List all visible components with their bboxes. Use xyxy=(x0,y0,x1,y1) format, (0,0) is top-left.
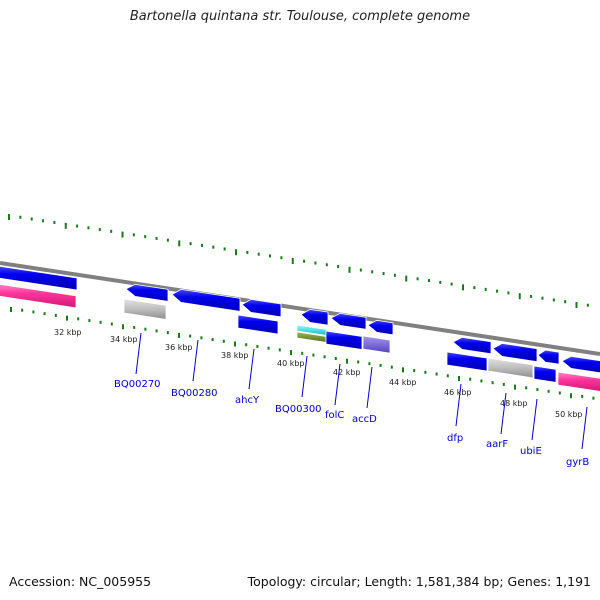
misc-feature xyxy=(362,335,391,354)
gene-arrow xyxy=(0,265,78,291)
genome-summary: Topology: circular; Length: 1,581,384 bp… xyxy=(247,574,591,589)
pseudogene-block xyxy=(123,298,167,320)
outer-tick-ring xyxy=(8,214,589,308)
genome-backbone xyxy=(0,261,600,356)
kbp-label: 46 kbp xyxy=(444,388,472,397)
gene-label-bq00300: BQ00300 xyxy=(275,404,322,415)
gene-arrow xyxy=(241,298,282,318)
gene-arrow xyxy=(537,349,560,365)
kbp-label: 44 kbp xyxy=(389,378,417,387)
kbp-scale: 32 kbp 34 kbp 36 kbp 38 kbp 40 kbp 42 kbp 44 k… xyxy=(54,328,583,419)
gene-label-accd: accD xyxy=(352,414,377,425)
gene-arrow xyxy=(125,283,169,302)
gene-leader-line xyxy=(366,366,373,409)
gene-leader-line xyxy=(455,383,462,427)
gene-arrow xyxy=(330,312,367,330)
gene-arrow xyxy=(325,330,363,350)
map-title: Bartonella quintana str. Toulouse, compl… xyxy=(129,9,471,24)
gene-leader-line xyxy=(192,339,199,382)
kbp-label: 38 kbp xyxy=(221,351,249,360)
gene-leader-line xyxy=(581,406,588,450)
kbp-label: 48 kbp xyxy=(500,399,528,408)
gene-arrow xyxy=(237,314,279,335)
inner-tick-ring xyxy=(10,307,595,400)
gene-arrow xyxy=(446,351,488,372)
gene-label-dfp: dfp xyxy=(447,433,463,444)
gene-label-gyrb: gyrB xyxy=(566,457,589,468)
gene-arrow xyxy=(492,342,538,363)
gene-leader-line xyxy=(334,363,341,406)
gene-label-folc: folC xyxy=(325,410,344,421)
gene-arrow xyxy=(561,355,600,374)
gene-arrow xyxy=(367,319,394,336)
gene-leader-line xyxy=(248,348,255,390)
gene-label-bq00280: BQ00280 xyxy=(171,388,218,399)
kbp-label: 36 kbp xyxy=(165,343,193,352)
gene-arrow xyxy=(533,365,557,383)
kbp-label: 50 kbp xyxy=(555,410,583,419)
gene-leader-line xyxy=(500,392,507,435)
gene-arrow xyxy=(452,336,492,355)
kbp-label: 42 kbp xyxy=(333,368,361,377)
rrna-block xyxy=(0,283,77,309)
gene-label-ahcy: ahcY xyxy=(235,395,260,406)
gene-label-ubie: ubiE xyxy=(520,446,542,457)
gene-label-bq00270: BQ00270 xyxy=(114,379,161,390)
gene-leader-line xyxy=(135,332,142,375)
accession-text: Accession: NC_005955 xyxy=(9,574,152,589)
gene-leader-line xyxy=(301,355,308,398)
kbp-label: 32 kbp xyxy=(54,328,82,337)
gene-arrow xyxy=(300,308,329,326)
pseudogene-block xyxy=(487,357,534,379)
rrna-block xyxy=(557,371,600,392)
feature-tracks xyxy=(0,265,600,392)
kbp-label: 40 kbp xyxy=(277,359,305,368)
gene-leader-line xyxy=(531,398,538,441)
kbp-label: 34 kbp xyxy=(110,335,138,344)
gene-label-aarf: aarF xyxy=(486,439,508,450)
gene-arrow xyxy=(171,288,241,312)
